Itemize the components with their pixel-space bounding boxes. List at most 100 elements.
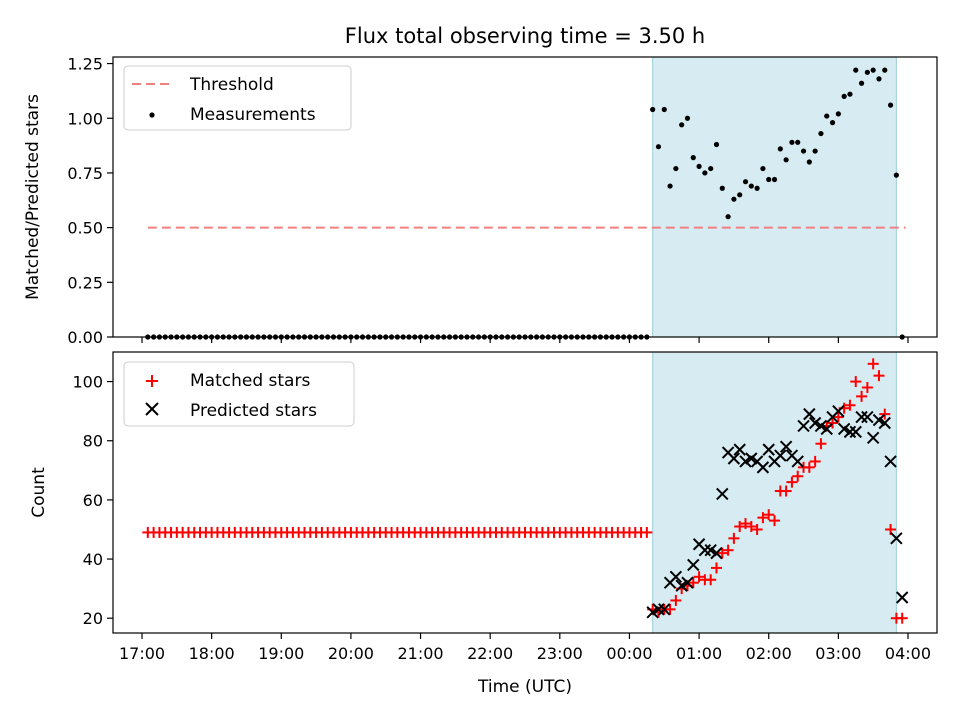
y-tick-label: 0.75 bbox=[67, 164, 103, 183]
measurement-point bbox=[650, 106, 656, 113]
measurement-point bbox=[864, 69, 870, 75]
y-tick-label: 0.50 bbox=[67, 219, 103, 238]
predicted-star-point bbox=[704, 543, 717, 557]
bottom-axes-frame bbox=[112, 351, 938, 634]
measurement-point bbox=[690, 155, 696, 161]
y-tick-label: 20 bbox=[83, 609, 103, 628]
predicted-star-point bbox=[739, 455, 752, 468]
predicted-star-point bbox=[675, 579, 688, 592]
top-y-axis: 0.00 0.25 0.50 0.75 1.00 1.25 bbox=[67, 55, 113, 347]
predicted-star-point bbox=[779, 440, 793, 453]
predicted-star-point bbox=[774, 449, 787, 462]
matched-star-point bbox=[856, 390, 868, 402]
matched-star-point bbox=[751, 523, 763, 535]
predicted-star-point bbox=[687, 558, 700, 572]
matched-star-point bbox=[716, 547, 728, 559]
predicted-star-point bbox=[710, 546, 723, 560]
matched-star-point bbox=[873, 370, 885, 382]
predicted-star-point bbox=[890, 532, 903, 545]
measurement-point bbox=[708, 165, 714, 172]
measurement-point bbox=[748, 183, 754, 189]
predicted-star-point bbox=[756, 461, 770, 474]
x-tick-label: 23:00 bbox=[537, 644, 583, 663]
measurement-point bbox=[737, 192, 743, 198]
measurement-point bbox=[835, 111, 841, 117]
predicted-star-point bbox=[716, 487, 729, 501]
measurement-point bbox=[818, 130, 824, 137]
matched-star-point bbox=[734, 521, 746, 533]
predicted-star-point bbox=[861, 410, 874, 424]
legend-predicted-swatch bbox=[145, 402, 159, 416]
matched-star-point bbox=[687, 577, 699, 589]
measurement-point bbox=[870, 67, 876, 73]
measurement-point bbox=[841, 93, 847, 99]
predicted-star-point bbox=[681, 576, 694, 589]
y-tick-label: 100 bbox=[72, 373, 103, 392]
bottom-highlight-span bbox=[652, 351, 897, 634]
predicted-star-point bbox=[808, 416, 822, 430]
predicted-star-point bbox=[733, 443, 746, 456]
predicted-star-point bbox=[698, 543, 712, 557]
matched-star-point bbox=[832, 411, 844, 423]
measurement-point bbox=[876, 76, 882, 82]
measurement-point bbox=[777, 146, 783, 152]
measurement-point bbox=[858, 80, 865, 86]
matched-star-point bbox=[728, 532, 740, 544]
y-tick-label: 1.00 bbox=[67, 109, 103, 128]
predicted-star-point bbox=[727, 452, 741, 465]
y-tick-label: 0.00 bbox=[67, 328, 103, 347]
predicted-star-point bbox=[803, 407, 816, 421]
matched-star-point bbox=[879, 408, 891, 420]
predicted-star-point bbox=[814, 419, 828, 433]
measurement-point bbox=[679, 122, 685, 128]
measurement-point bbox=[853, 67, 859, 73]
top-axes-frame bbox=[112, 56, 938, 338]
predicted-star-point bbox=[745, 452, 758, 465]
bottom-x-axis: 17:00 18:00 19:00 20:00 21:00 22:00 23:00 00:00… bbox=[119, 633, 931, 663]
matched-star-point bbox=[850, 376, 862, 388]
matched-star-point bbox=[710, 562, 722, 574]
measurement-point bbox=[795, 139, 801, 145]
measurement-point bbox=[719, 185, 725, 191]
x-axis-label: Time (UTC) bbox=[477, 677, 572, 697]
x-tick-label: 04:00 bbox=[885, 644, 931, 663]
measurement-point bbox=[806, 159, 812, 165]
legend-matched-label: Matched stars bbox=[190, 371, 310, 391]
measurement-point bbox=[754, 185, 760, 191]
measurement-point bbox=[731, 196, 737, 202]
x-tick-label: 00:00 bbox=[606, 644, 652, 663]
predicted-star-point bbox=[837, 422, 851, 436]
measurement-point bbox=[655, 144, 662, 150]
predicted-star-point bbox=[843, 425, 857, 439]
predicted-star-point bbox=[820, 422, 833, 436]
y-tick-label: 60 bbox=[83, 491, 103, 510]
matched-star-point bbox=[780, 485, 792, 497]
matched-star-point bbox=[861, 381, 873, 393]
top-panel: 0.00 0.25 0.50 0.75 1.00 1.25 Matched/Predict… bbox=[23, 55, 938, 347]
matched-star-point bbox=[745, 521, 757, 533]
measurement-point bbox=[696, 163, 702, 169]
x-tick-label: 20:00 bbox=[328, 644, 374, 663]
legend-matched-swatch bbox=[146, 375, 158, 387]
matched-star-point bbox=[722, 544, 734, 556]
measurement-point bbox=[766, 176, 772, 183]
measurement-point bbox=[882, 67, 888, 73]
predicted-stars-points bbox=[646, 404, 909, 619]
x-tick-label: 02:00 bbox=[746, 644, 792, 663]
top-highlight-span bbox=[652, 56, 897, 338]
matched-star-point bbox=[705, 574, 717, 586]
matched-star-point bbox=[641, 526, 653, 538]
x-tick-label: 18:00 bbox=[189, 644, 235, 663]
matched-star-point bbox=[792, 470, 804, 482]
measurement-point bbox=[771, 176, 778, 183]
measurement-point bbox=[829, 120, 836, 126]
matched-star-point bbox=[885, 523, 897, 535]
measurement-point bbox=[800, 148, 807, 154]
predicted-star-point bbox=[872, 413, 886, 427]
predicted-star-point bbox=[669, 570, 683, 584]
matched-star-point bbox=[664, 603, 676, 615]
measurement-point bbox=[684, 115, 691, 121]
measurement-point bbox=[893, 172, 899, 178]
predicted-star-point bbox=[658, 603, 671, 616]
